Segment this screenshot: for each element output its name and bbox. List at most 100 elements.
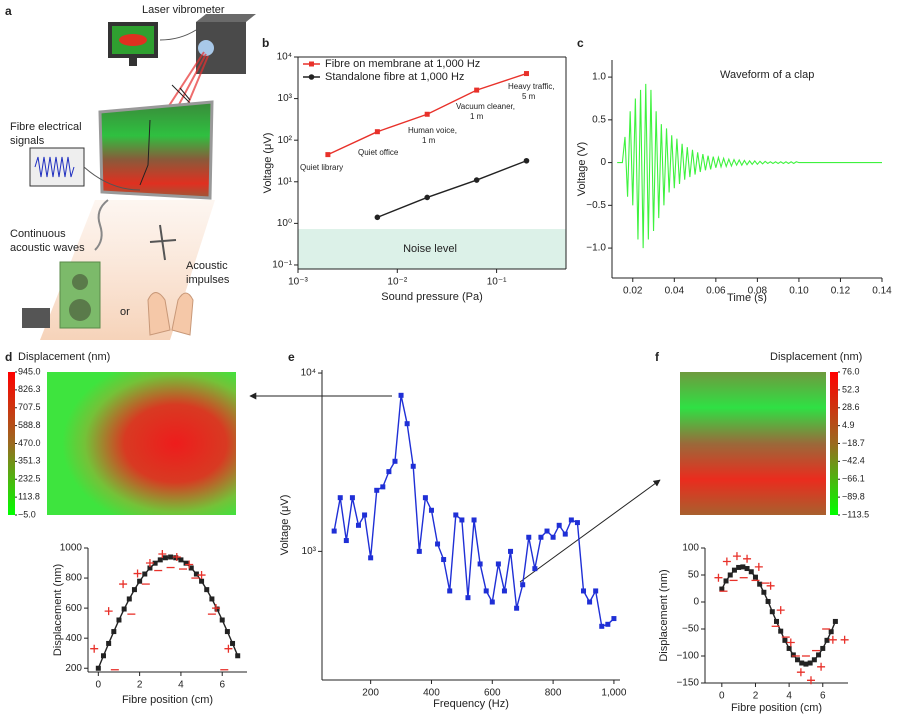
marker	[523, 157, 530, 164]
colorbar-label: −89.8	[842, 491, 865, 501]
marker	[538, 534, 544, 540]
marker	[204, 587, 210, 593]
screen-spot	[119, 34, 147, 46]
fibre	[139, 119, 151, 186]
x-tick-label: 6	[219, 680, 225, 691]
colorbar-label: −5.0	[18, 509, 36, 519]
membrane	[98, 100, 214, 200]
colorbar-label: 76.0	[842, 366, 860, 376]
marker	[605, 621, 611, 627]
label: Continuous	[10, 228, 66, 240]
marker	[766, 581, 775, 590]
y-tick-label: 100	[682, 543, 699, 554]
monitor-stand	[129, 58, 137, 66]
heatmap: Displacement (nm) 76.0 52.3 28.6 4.9 −18.7 −42…	[680, 351, 869, 519]
x-tick-label: 0	[719, 691, 725, 702]
x-axis-label: Sound pressure (Pa)	[381, 291, 483, 303]
marker	[219, 617, 225, 623]
chart: 0 2 4 6 100 50 0 −50 −100 −150 Fibre position (cm)…	[658, 543, 849, 714]
marker	[828, 629, 834, 635]
marker	[811, 657, 817, 663]
marker	[116, 617, 122, 623]
annotation: Heavy traffic,	[508, 82, 555, 91]
panel-label: a	[5, 4, 12, 18]
heatmap-image	[47, 372, 236, 515]
panel-label: f	[655, 350, 660, 364]
label: signals	[10, 135, 45, 147]
marker	[349, 495, 355, 501]
x-axis-label: Time (s)	[727, 292, 767, 304]
y-tick-label: 0	[693, 597, 699, 608]
marker	[362, 512, 368, 518]
chart: 200 400 600 800 1,000 10³ 10⁴ Frequency (Hz) Vol…	[279, 368, 627, 710]
y-axis-label: Displacement (nm)	[52, 564, 64, 656]
annotation: Vacuum cleaner,	[456, 102, 515, 111]
marker	[587, 599, 593, 605]
marker	[230, 640, 236, 646]
x-axis-label: Fibre position (cm)	[731, 702, 822, 714]
x-tick-label: 0.14	[872, 286, 892, 297]
marker	[761, 589, 767, 595]
chart: 0.02 0.04 0.06 0.08 0.10 0.12 0.14 1.0 0.5 0 −0.5 −…	[576, 60, 892, 304]
cable	[83, 166, 141, 191]
chart: 0 2 4 6 200 400 600 800 1000 Fibre position (cm) D…	[52, 543, 247, 706]
marker	[471, 517, 477, 523]
colorbar-label: 470.0	[18, 438, 41, 448]
panel-label: e	[288, 350, 295, 364]
panel-label: c	[577, 36, 584, 50]
label: Fibre electrical	[10, 121, 82, 133]
marker	[568, 517, 574, 523]
marker	[474, 87, 480, 93]
colorbar-title: Displacement (nm)	[770, 351, 862, 363]
marker	[435, 541, 441, 547]
marker	[162, 555, 168, 561]
speaker-cone	[69, 299, 91, 321]
x-tick-label: 0.04	[665, 286, 685, 297]
marker	[95, 665, 101, 671]
marker	[214, 606, 220, 612]
marker	[111, 629, 117, 635]
x-tick-label: 6	[820, 691, 826, 702]
marker	[374, 129, 380, 135]
x-tick-label: 10⁻¹	[487, 277, 507, 288]
colorbar-label: 52.3	[842, 384, 860, 394]
marker	[404, 421, 410, 427]
marker	[209, 596, 215, 602]
y-tick-label: 10¹	[278, 176, 293, 187]
y-tick-label: −0.5	[586, 200, 606, 211]
annotation: 1 m	[470, 112, 484, 121]
colorbar-label: 113.8	[18, 491, 40, 501]
marker	[799, 660, 805, 666]
marker	[550, 534, 556, 540]
x-tick-label: 0.02	[623, 286, 643, 297]
y-tick-label: 10³	[302, 546, 317, 557]
marker	[611, 616, 617, 622]
marker	[795, 657, 801, 663]
marker	[185, 560, 194, 569]
colorbar-label: 28.6	[842, 402, 860, 412]
marker	[731, 567, 737, 573]
colorbar-label: −42.4	[842, 456, 865, 466]
marker	[477, 561, 483, 567]
marker	[392, 458, 398, 464]
marker	[782, 637, 788, 643]
x-tick-label: 0.12	[831, 286, 851, 297]
marker	[235, 653, 241, 659]
x-axis-label: Frequency (Hz)	[433, 698, 509, 710]
marker	[168, 554, 174, 560]
y-tick-label: 1000	[60, 543, 83, 554]
cable	[159, 29, 197, 41]
marker	[142, 571, 148, 577]
marker	[121, 606, 127, 612]
marker	[126, 596, 132, 602]
noise-label: Noise level	[403, 243, 457, 255]
marker	[183, 560, 189, 566]
annotation: Human voice,	[408, 126, 457, 135]
marker	[465, 595, 471, 601]
y-axis-label: Displacement (nm)	[658, 569, 670, 661]
panel-label: b	[262, 36, 269, 50]
marker	[119, 580, 128, 589]
marker	[193, 571, 199, 577]
marker	[483, 588, 489, 594]
marker	[714, 573, 723, 582]
